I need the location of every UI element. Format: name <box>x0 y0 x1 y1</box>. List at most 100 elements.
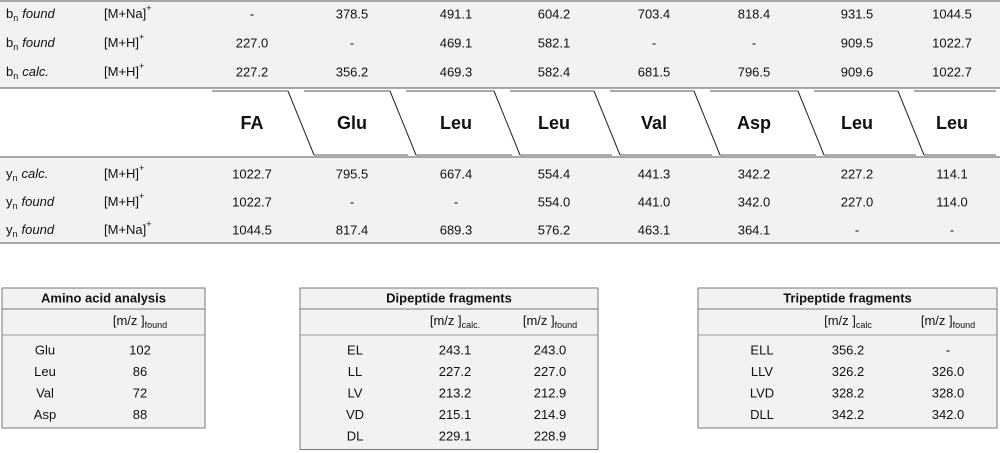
cell: 491.1 <box>440 6 473 21</box>
cell: 378.5 <box>336 6 369 21</box>
cell: 326.0 <box>932 364 965 379</box>
row-label: bn calc. <box>6 64 49 81</box>
row-label-part: found <box>22 35 55 50</box>
residue-slash <box>493 90 521 156</box>
column-header-part: [m/z ] <box>113 313 145 328</box>
column-header-part: [m/z ] <box>523 313 555 328</box>
table-box <box>1 287 206 429</box>
cell: 212.9 <box>534 385 567 400</box>
cell: 469.1 <box>440 35 473 50</box>
cell: 703.4 <box>638 6 671 21</box>
ion-label: [M+H]+ <box>104 163 144 181</box>
column-header-part: [m/z ] <box>430 313 462 328</box>
cell: 909.6 <box>841 64 874 79</box>
cell: 364.1 <box>738 222 771 237</box>
residue: Leu <box>538 113 570 133</box>
row-label: yn found <box>6 194 55 211</box>
title-row <box>1 287 206 310</box>
row-label-part: n <box>13 42 18 52</box>
cell: 796.5 <box>738 64 771 79</box>
table-box <box>299 287 599 450</box>
column-header-part: calc. <box>462 320 481 330</box>
cell: 689.3 <box>440 222 473 237</box>
cell: 243.1 <box>439 342 472 357</box>
row-label: bn found <box>6 6 56 23</box>
table-box <box>697 287 998 429</box>
ion-label-part: + <box>139 32 144 42</box>
title-row <box>697 287 998 310</box>
ion-label-part: [M+H] <box>104 64 139 79</box>
cell: 1022.7 <box>232 194 272 209</box>
cell: - <box>950 222 954 237</box>
cell: 86 <box>133 364 147 379</box>
cell: LL <box>348 364 362 379</box>
cell: 817.4 <box>336 222 369 237</box>
cell: 88 <box>133 407 147 422</box>
cell: DLL <box>750 407 774 422</box>
cell: 342.2 <box>832 407 865 422</box>
residue-slash <box>693 90 721 156</box>
cell: 227.0 <box>236 35 269 50</box>
column-header-part: [m/z ] <box>921 313 953 328</box>
cell: ELL <box>750 342 773 357</box>
cell: 229.1 <box>439 428 472 443</box>
cell: - <box>250 6 254 21</box>
cell: EL <box>347 342 363 357</box>
cell: 228.9 <box>534 428 567 443</box>
cell: 342.2 <box>738 166 771 181</box>
row-label-part: y <box>6 194 13 209</box>
cell: - <box>855 222 859 237</box>
cell: - <box>752 35 756 50</box>
row-label: yn calc. <box>6 166 48 183</box>
row-label: bn found <box>6 35 56 52</box>
ion-label: [M+Na]+ <box>104 3 152 21</box>
table-title: Dipeptide fragments <box>386 290 512 305</box>
cell: 441.0 <box>638 194 671 209</box>
cell: 1022.7 <box>232 166 272 181</box>
cell: 102 <box>129 342 151 357</box>
cell: DL <box>347 428 364 443</box>
row-label-part: y <box>6 166 13 181</box>
cell: Leu <box>34 364 56 379</box>
residue: Leu <box>440 113 472 133</box>
residue-slash <box>389 90 417 156</box>
residue-slash <box>287 90 315 156</box>
title-row <box>299 287 599 310</box>
cell: - <box>454 194 458 209</box>
column-header-part: found <box>953 320 976 330</box>
cell: 326.2 <box>832 364 865 379</box>
row-label-part: found <box>22 6 55 21</box>
cell: 1044.5 <box>932 6 972 21</box>
cell: LV <box>348 385 363 400</box>
cell: 328.2 <box>832 385 865 400</box>
row-label-part: y <box>6 222 13 237</box>
row-label-part: found <box>22 222 55 237</box>
cell: 1022.7 <box>932 35 972 50</box>
column-header-part: found <box>145 320 168 330</box>
column-header: [m/z ]calc. <box>430 313 480 330</box>
ion-label-part: [M+H] <box>104 194 139 209</box>
cell: 227.0 <box>841 194 874 209</box>
cell: 342.0 <box>738 194 771 209</box>
row-label: yn found <box>6 222 55 239</box>
cell: 469.3 <box>440 64 473 79</box>
cell: 114.0 <box>936 194 968 209</box>
residue-slash <box>797 90 825 156</box>
residue: Leu <box>936 113 968 133</box>
bottom-band <box>0 157 1000 243</box>
cell: Val <box>36 385 54 400</box>
column-header-part: found <box>555 320 578 330</box>
ion-label-part: + <box>146 3 151 13</box>
residue-slash <box>897 90 925 156</box>
column-header: [m/z ]found <box>523 313 577 330</box>
cell: 215.1 <box>439 407 472 422</box>
cell: LLV <box>751 364 773 379</box>
residue: Asp <box>737 113 771 133</box>
cell: 909.5 <box>841 35 874 50</box>
cell: 1022.7 <box>932 64 972 79</box>
cell: 356.2 <box>336 64 369 79</box>
row-label-part: calc. <box>22 64 49 79</box>
column-header-part: [m/z ] <box>824 313 856 328</box>
cell: 1044.5 <box>232 222 272 237</box>
ion-label-part: [M+H] <box>104 166 139 181</box>
